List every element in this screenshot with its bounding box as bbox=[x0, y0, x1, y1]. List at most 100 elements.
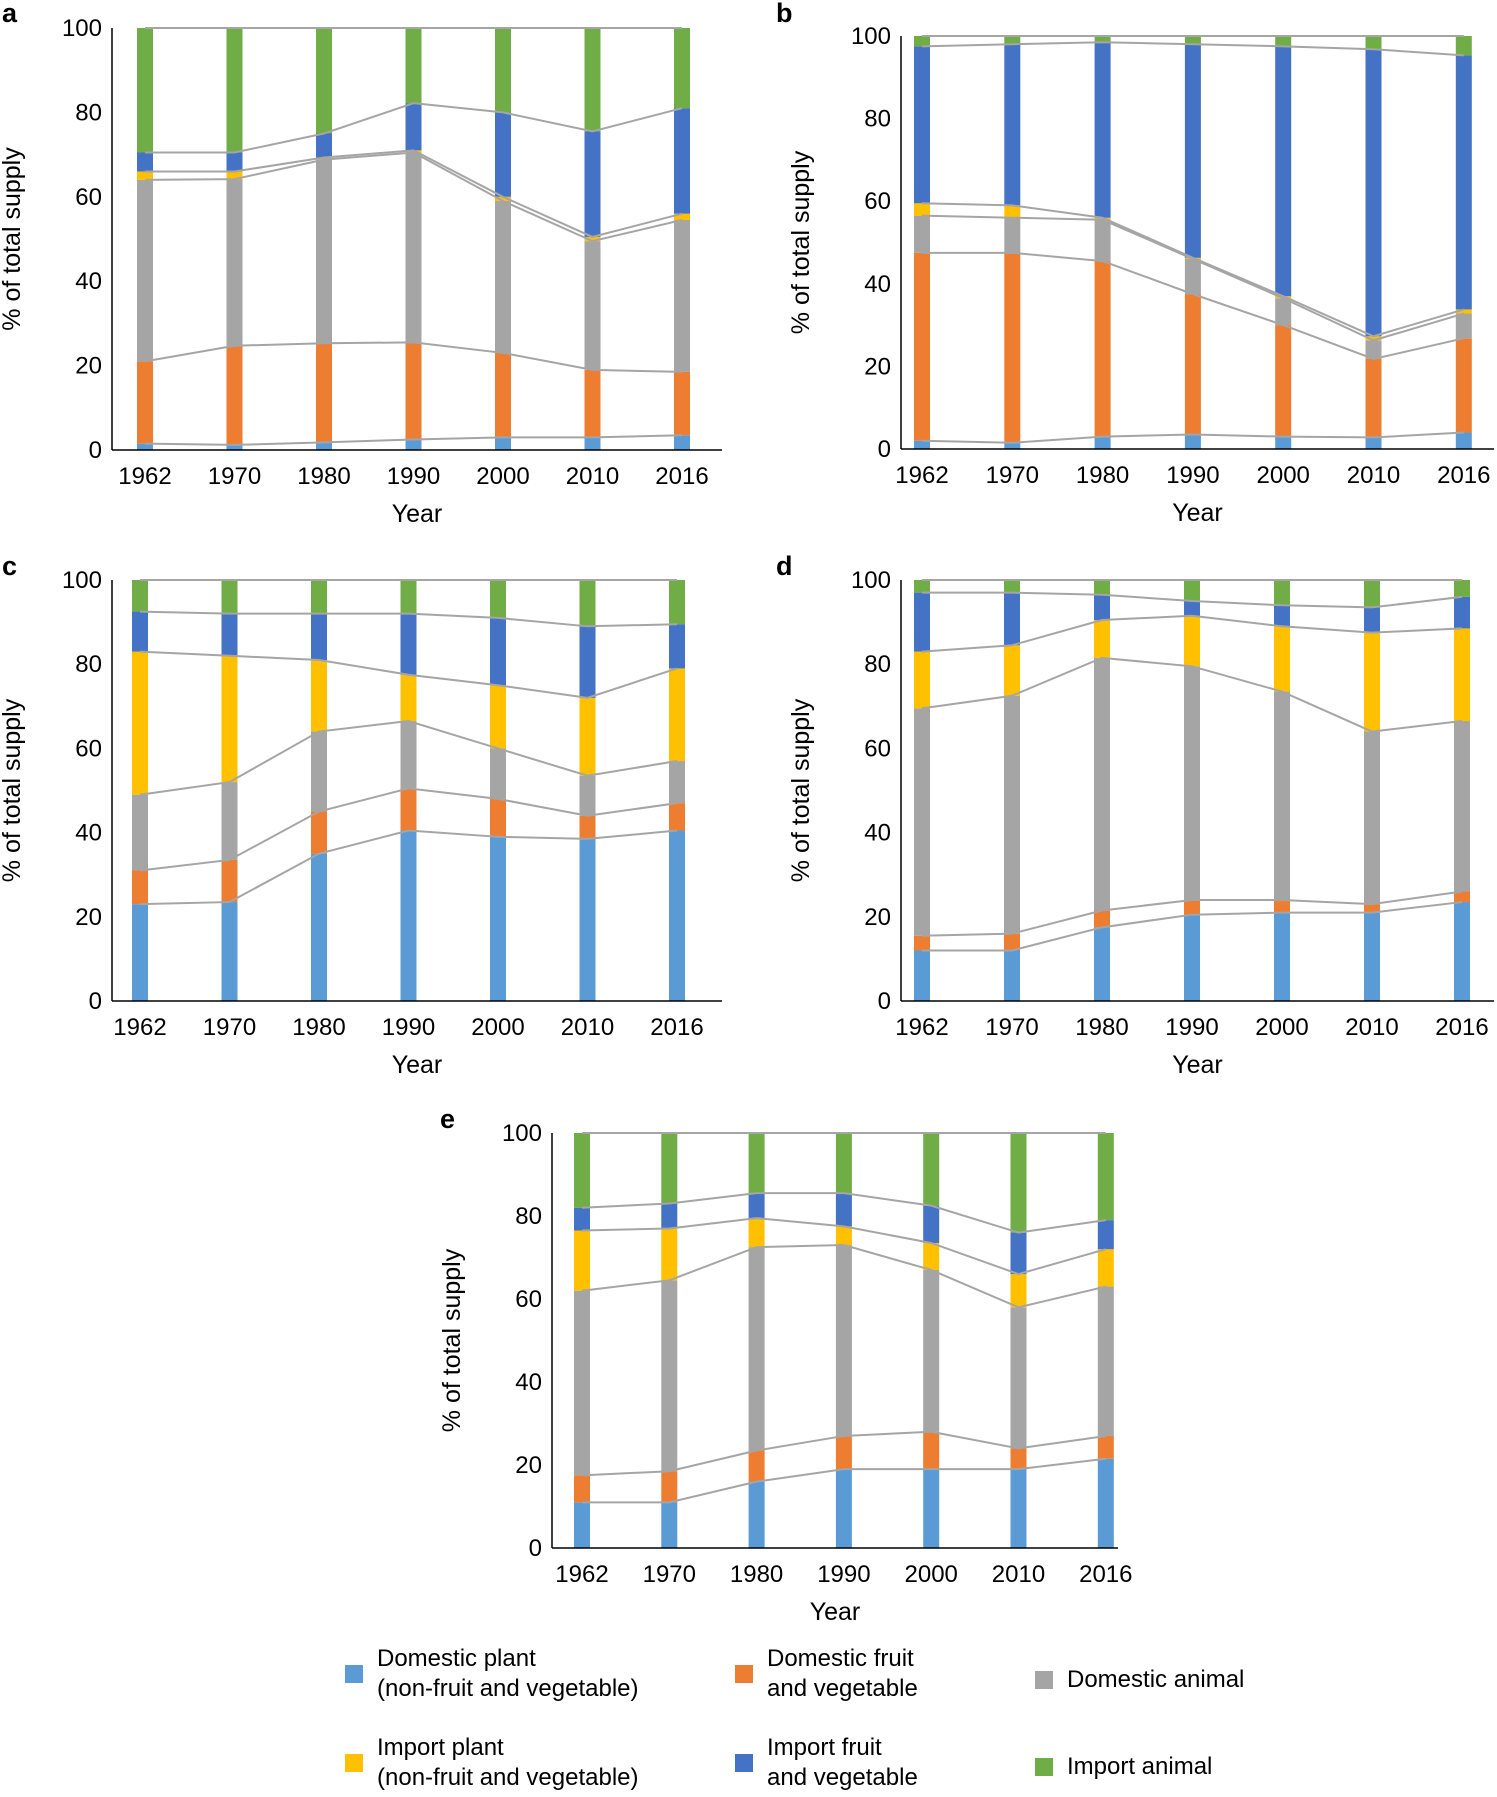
bar-segment bbox=[674, 371, 690, 436]
bar-segment bbox=[490, 685, 506, 749]
bar-segment bbox=[748, 1193, 765, 1219]
y-tick-label: 0 bbox=[878, 436, 891, 463]
bar-segment bbox=[674, 435, 690, 450]
bar-segment bbox=[495, 437, 511, 450]
bar-segment bbox=[748, 1481, 765, 1548]
bar-segment bbox=[674, 108, 690, 214]
bar-segment bbox=[495, 352, 511, 438]
bar-segment bbox=[914, 935, 930, 951]
bar-segment bbox=[1184, 666, 1200, 900]
bar-segment bbox=[1097, 1458, 1114, 1548]
y-tick-label: 60 bbox=[864, 188, 891, 215]
bar-segment bbox=[405, 342, 422, 440]
bar-segment bbox=[674, 28, 690, 109]
bar-segment bbox=[1097, 1249, 1114, 1287]
y-tick-label: 40 bbox=[864, 820, 891, 847]
bar-segment bbox=[579, 580, 596, 627]
y-tick-label: 80 bbox=[75, 651, 102, 678]
bar-segment bbox=[1364, 632, 1380, 732]
x-tick-label: 2000 bbox=[471, 1014, 524, 1041]
bar-segment bbox=[137, 152, 153, 172]
bar-segment bbox=[584, 241, 601, 370]
bar-segment bbox=[1274, 691, 1290, 900]
bar-segment bbox=[661, 1502, 678, 1548]
bar-segment bbox=[1455, 338, 1472, 433]
series-line bbox=[145, 102, 683, 154]
bar-segment bbox=[584, 369, 601, 438]
bar-segment bbox=[584, 236, 601, 242]
y-axis-title: % of total supply bbox=[787, 150, 815, 334]
y-tick-label: 40 bbox=[864, 271, 891, 298]
bar-segment bbox=[1365, 49, 1382, 337]
bar-segment bbox=[579, 815, 596, 839]
bar-segment bbox=[914, 215, 930, 253]
x-tick-label: 1980 bbox=[730, 1561, 783, 1588]
x-tick-label: 1962 bbox=[113, 1014, 166, 1041]
y-axis-title: % of total supply bbox=[787, 698, 815, 882]
series-line bbox=[921, 214, 1465, 342]
bar-segment bbox=[311, 580, 327, 614]
bar-segment bbox=[835, 1226, 852, 1246]
panel-letter: e bbox=[440, 1104, 455, 1134]
bar-segment bbox=[316, 28, 332, 134]
y-tick-label: 60 bbox=[515, 1286, 542, 1313]
bar-segment bbox=[1004, 36, 1021, 45]
bar-segment bbox=[1184, 914, 1200, 1001]
bar-segment bbox=[405, 103, 422, 151]
bar-segment bbox=[923, 1133, 940, 1206]
bar-segment bbox=[311, 731, 327, 812]
bar-segment bbox=[221, 613, 238, 656]
x-tick-label: 1980 bbox=[1076, 462, 1129, 489]
bar-segment bbox=[669, 668, 685, 762]
bar-segment bbox=[1094, 36, 1111, 43]
bar-segment bbox=[1184, 615, 1200, 667]
bar-segment bbox=[574, 1290, 590, 1476]
bar-segment bbox=[132, 580, 148, 612]
bar-segment bbox=[1365, 36, 1382, 50]
bar-segment bbox=[1094, 42, 1111, 218]
x-tick-label: 1962 bbox=[555, 1561, 608, 1588]
bar-segment bbox=[835, 1435, 852, 1470]
bar-segment bbox=[914, 46, 930, 204]
bar-segment bbox=[1004, 645, 1020, 696]
bar-segment bbox=[923, 1431, 940, 1470]
series-line bbox=[921, 656, 1463, 733]
bar-segment bbox=[748, 1450, 765, 1482]
bar-segment bbox=[661, 1228, 678, 1281]
bar-segment bbox=[579, 838, 596, 1001]
bar-segment bbox=[1004, 950, 1020, 1001]
chart-panel-a: a 0 20 40 60 80 100 1962 1970 1980 1990 2000 2010 201… bbox=[0, 0, 722, 528]
series-line bbox=[921, 41, 1464, 57]
bar-segment bbox=[1454, 902, 1470, 1001]
bar-segment bbox=[574, 1207, 590, 1231]
bar-segment bbox=[221, 655, 238, 783]
x-tick-label: 2010 bbox=[992, 1561, 1045, 1588]
y-tick-label: 20 bbox=[864, 904, 891, 931]
panel-letter: a bbox=[2, 0, 18, 28]
x-tick-label: 1970 bbox=[985, 1014, 1038, 1041]
bar-segment bbox=[1455, 55, 1472, 310]
bar-segment bbox=[914, 252, 930, 441]
bar-segment bbox=[226, 171, 243, 180]
bar-segment bbox=[1455, 309, 1472, 314]
series-line bbox=[581, 1217, 1107, 1276]
bar-segment bbox=[400, 674, 417, 722]
series-line bbox=[581, 1244, 1107, 1309]
y-tick-label: 100 bbox=[62, 567, 102, 594]
bar-segment bbox=[579, 775, 596, 816]
y-tick-label: 0 bbox=[529, 1535, 542, 1562]
bar-segment bbox=[495, 196, 511, 202]
y-tick-label: 40 bbox=[75, 268, 102, 295]
bar-segment bbox=[1454, 891, 1470, 903]
bar-segment bbox=[311, 853, 327, 1001]
series-line bbox=[139, 720, 678, 796]
x-axis-title: Year bbox=[392, 1051, 443, 1079]
bar-segment bbox=[1275, 298, 1292, 326]
bar-segment bbox=[400, 788, 417, 831]
y-tick-label: 60 bbox=[864, 735, 891, 762]
bar-segment bbox=[674, 213, 690, 221]
bar-segment bbox=[584, 28, 601, 132]
y-tick-label: 100 bbox=[502, 1120, 542, 1147]
series-line bbox=[144, 151, 683, 243]
bar-segment bbox=[1455, 313, 1472, 339]
